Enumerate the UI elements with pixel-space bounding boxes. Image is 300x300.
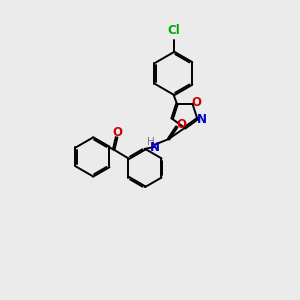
- Text: N: N: [197, 113, 207, 126]
- Text: H: H: [147, 137, 154, 147]
- Text: Cl: Cl: [167, 24, 180, 37]
- Text: O: O: [176, 118, 186, 131]
- Text: N: N: [149, 141, 159, 154]
- Text: O: O: [192, 96, 202, 109]
- Text: O: O: [113, 126, 123, 139]
